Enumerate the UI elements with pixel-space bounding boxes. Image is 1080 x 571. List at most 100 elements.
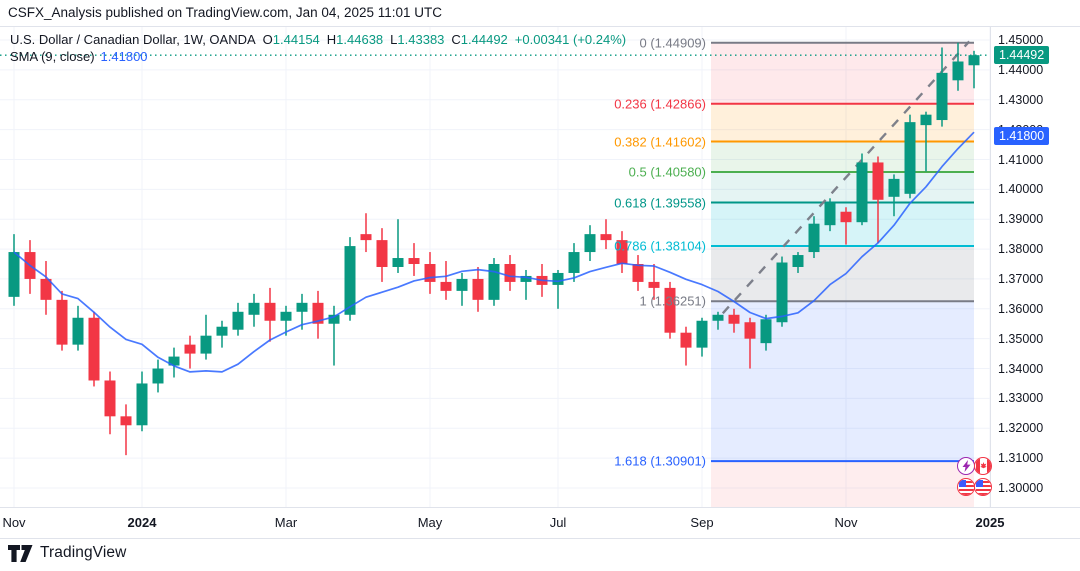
fib-level-label[interactable]: 0.786 (1.38104) — [614, 238, 706, 254]
fib-band — [711, 461, 974, 507]
candle-body — [728, 314, 740, 324]
price-axis-label: 1.34000 — [998, 361, 1044, 376]
time-axis-month-label: Jul — [549, 515, 567, 530]
candle-body — [456, 278, 468, 291]
candle-body — [248, 302, 260, 315]
candle-body — [568, 252, 580, 273]
candle-body — [824, 202, 836, 226]
legend-sma-row[interactable]: SMA (9, close) 1.41800 — [10, 48, 626, 65]
high-value: 1.44638 — [336, 32, 384, 47]
open-value: 1.44154 — [272, 32, 320, 47]
candle-body — [328, 314, 340, 324]
price-axis-label: 1.41000 — [998, 152, 1044, 167]
last-price-badge: 1.44492 — [994, 46, 1050, 65]
candle-body — [520, 275, 532, 282]
candle-body — [440, 281, 452, 291]
candle-body — [600, 234, 612, 241]
time-axis-month-label: Nov — [2, 515, 26, 530]
fib-band — [711, 202, 974, 246]
candle-body — [232, 311, 244, 330]
legend-symbol-row[interactable]: U.S. Dollar / Canadian Dollar, 1W, OANDA… — [10, 31, 626, 48]
candle-body — [968, 55, 980, 66]
fib-level-label[interactable]: 0.5 (1.40580) — [628, 164, 706, 180]
candle-body — [184, 344, 196, 354]
dashed-trendline[interactable] — [721, 40, 971, 315]
candle-body — [936, 72, 948, 121]
candle-body — [664, 287, 676, 333]
us-flag-icon — [975, 479, 991, 495]
footer-brand[interactable]: TradingView — [8, 544, 126, 562]
candle-body — [488, 264, 500, 300]
brand-text: TradingView — [40, 544, 127, 561]
price-axis-label: 1.43000 — [998, 92, 1044, 107]
event-lightning-icon[interactable] — [957, 457, 975, 475]
price-axis-label: 1.32000 — [998, 421, 1044, 436]
time-axis[interactable]: Nov 2024 Mar May Jul Sep Nov 2025 — [0, 508, 1004, 538]
candle-body — [584, 234, 596, 253]
candle-body — [280, 311, 292, 321]
candle-body — [344, 246, 356, 315]
price-axis-label: 1.37000 — [998, 271, 1044, 286]
pane-top-border — [0, 26, 1080, 27]
price-axis-label: 1.36000 — [998, 301, 1044, 316]
fib-level-label[interactable]: 0 (1.44909) — [639, 35, 707, 51]
fib-level-label[interactable]: 1 (1.36251) — [639, 293, 707, 309]
candle-body — [712, 314, 724, 321]
candle-body — [264, 302, 276, 321]
price-axis-label: 1.45000 — [998, 33, 1044, 47]
price-axis-label: 1.33000 — [998, 391, 1044, 406]
event-canada-flag-icon[interactable] — [974, 457, 992, 475]
sma-price-badge: 1.41800 — [994, 126, 1050, 145]
candle-body — [104, 380, 116, 417]
candle-body — [216, 326, 228, 336]
event-us-flag-icon-1[interactable] — [957, 478, 975, 496]
lightning-icon — [962, 460, 970, 472]
candle-body — [168, 356, 180, 366]
candle-body — [920, 114, 932, 126]
candle-body — [424, 264, 436, 282]
fib-band — [711, 245, 974, 302]
sma-value: 1.41800 — [100, 49, 148, 64]
candle-body — [776, 262, 788, 323]
candle-body — [200, 335, 212, 354]
candle-body — [632, 264, 644, 282]
us-flag-icon — [958, 479, 974, 495]
time-axis-month-label: May — [417, 515, 443, 530]
candle-body — [616, 240, 628, 265]
fib-band — [711, 141, 974, 173]
time-axis-month-label: Mar — [274, 515, 298, 530]
candle-body — [648, 281, 660, 288]
change-value: +0.00341 (+0.24%) — [514, 32, 627, 47]
candle-body — [360, 234, 372, 241]
high-label: H — [326, 32, 337, 47]
price-axis-label: 1.38000 — [998, 242, 1044, 257]
time-axis-year-label: 2025 — [975, 515, 1005, 530]
candle-body — [904, 122, 916, 194]
candle-body — [312, 302, 324, 324]
price-axis-label: 1.40000 — [998, 182, 1044, 197]
close-value: 1.44492 — [460, 32, 508, 47]
fib-level-label[interactable]: 0.618 (1.39558) — [614, 195, 706, 210]
fib-band — [711, 42, 974, 104]
event-us-flag-icon-2[interactable] — [974, 478, 992, 496]
fib-level-label[interactable]: 0.382 (1.41602) — [614, 134, 706, 149]
chart-legend: U.S. Dollar / Canadian Dollar, 1W, OANDA… — [10, 31, 626, 65]
candle-body — [696, 320, 708, 348]
candle-body — [72, 317, 84, 345]
candle-body — [8, 252, 20, 297]
candle-body — [56, 299, 68, 345]
price-chart-canvas[interactable] — [0, 0, 990, 507]
attribution-text: CSFX_Analysis published on TradingView.c… — [8, 5, 442, 20]
candle-body — [552, 272, 564, 285]
sma-line — [13, 131, 975, 373]
fib-band — [711, 172, 974, 203]
candle-body — [680, 332, 692, 348]
candle-body — [888, 178, 900, 197]
candle-body — [136, 383, 148, 426]
candle-body — [792, 255, 804, 267]
fib-level-label[interactable]: 1.618 (1.30901) — [614, 453, 706, 469]
open-label: O — [262, 32, 273, 47]
tradingview-logo-icon — [8, 544, 33, 562]
candle-body — [840, 211, 852, 223]
fib-level-label[interactable]: 0.236 (1.42866) — [614, 96, 706, 112]
